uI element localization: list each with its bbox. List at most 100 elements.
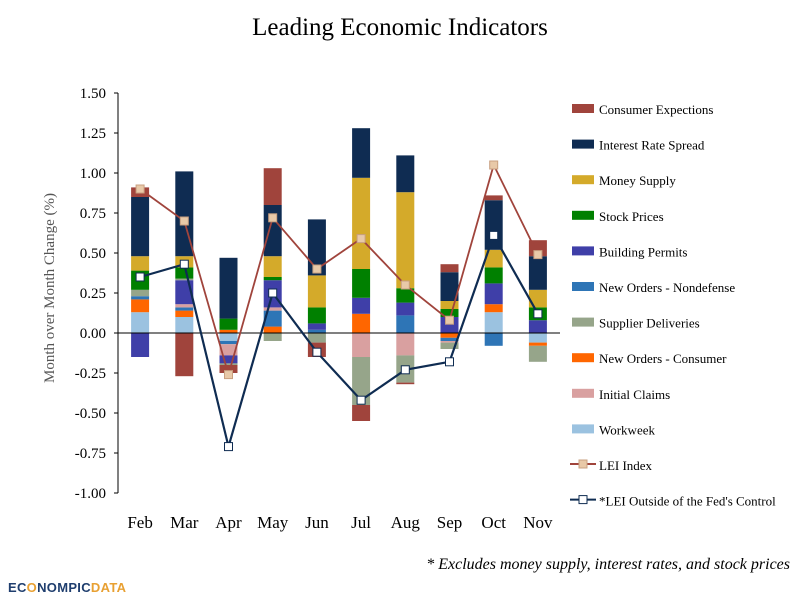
legend-marker: [578, 459, 588, 469]
legend-item: LEI Index: [570, 458, 653, 473]
bar-segment: [440, 333, 459, 338]
bar-segment: [219, 333, 238, 341]
y-tick-label: 0.50: [80, 246, 106, 262]
y-tick-label: -0.75: [75, 446, 106, 462]
bar-segment: [396, 302, 415, 316]
legend-swatch: [572, 210, 594, 220]
legend-swatch: [572, 175, 594, 185]
x-tick-label: Mar: [170, 513, 199, 532]
bar-segment: [307, 329, 326, 333]
x-tick-label: Apr: [215, 513, 242, 532]
legend-label: LEI Index: [599, 458, 653, 473]
bar-segment: [131, 333, 150, 357]
legend-swatch: [572, 104, 594, 113]
bar-segment: [219, 365, 238, 373]
bar-segment: [396, 382, 415, 385]
bar-segment: [219, 363, 238, 365]
line-marker: [356, 395, 366, 405]
line-marker: [533, 309, 543, 319]
bar-segment: [352, 128, 371, 178]
legend-swatch: [572, 139, 594, 149]
economicdata-logo: ECONOMPICDATA: [8, 580, 127, 595]
bar-segment: [352, 313, 371, 333]
y-tick-label: 0.25: [80, 286, 106, 302]
bar-segment: [263, 310, 282, 327]
line-marker: [489, 160, 499, 170]
bar-segment: [528, 345, 547, 362]
x-tick-label: Feb: [127, 513, 153, 532]
bar-segment: [528, 342, 547, 346]
line-marker: [400, 365, 410, 375]
bar-segment: [396, 333, 415, 356]
bar-segment: [131, 289, 150, 297]
x-tick-label: Jun: [305, 513, 329, 532]
legend-marker: [578, 495, 588, 505]
line-marker: [312, 347, 322, 357]
legend-label: Supplier Deliveries: [599, 316, 700, 331]
bar-segment: [440, 337, 459, 341]
bar-segment: [131, 296, 150, 300]
bar-segment: [352, 177, 371, 269]
chart-title: Leading Economic Indicators: [252, 14, 548, 41]
lei-outside-fed-line: [139, 232, 539, 451]
bar-segment: [307, 323, 326, 330]
line-marker: [224, 370, 233, 380]
line-marker: [312, 264, 322, 274]
bar-segment: [175, 317, 194, 333]
y-axis-label: Month over Month Change (%): [42, 193, 58, 383]
bar-segment: [440, 301, 459, 309]
bar-segment: [219, 318, 238, 330]
bar-segment: [484, 312, 503, 333]
legend-label: New Orders - Consumer: [599, 351, 727, 366]
bar-segment: [131, 299, 150, 313]
bar-segment: [396, 155, 415, 193]
bar-segment: [131, 312, 150, 333]
legend-label: Initial Claims: [599, 387, 670, 402]
bar-segment: [263, 256, 282, 277]
line-marker: [489, 230, 499, 240]
bar-segment: [263, 326, 282, 333]
footnote: * Excludes money supply, interest rates,…: [426, 556, 790, 573]
y-tick-label: 0.75: [80, 206, 106, 222]
x-tick-label: Sep: [437, 513, 463, 532]
x-tick-label: Oct: [481, 513, 506, 532]
bar-segment: [440, 341, 459, 343]
legend-swatch: [572, 424, 594, 434]
bar-segment: [528, 333, 547, 343]
legend-item: *LEI Outside of the Fed's Control: [570, 494, 776, 509]
bar-segment: [528, 320, 547, 333]
bar-segment: [396, 192, 415, 289]
bar-segment: [307, 275, 326, 308]
bar-segment: [440, 342, 459, 349]
bar-segment: [440, 272, 459, 301]
bar-segment: [484, 267, 503, 284]
bar-segment: [484, 304, 503, 313]
y-tick-label: -1.00: [75, 486, 106, 502]
legend-item: Building Permits: [572, 244, 687, 259]
bar-segment: [175, 333, 194, 377]
bar-segment: [528, 256, 547, 290]
bar-segment: [131, 197, 150, 257]
bar-segment: [440, 264, 459, 273]
line-marker: [179, 259, 189, 269]
line-marker: [268, 288, 278, 298]
bar-segment: [352, 269, 371, 298]
legend-item: Money Supply: [572, 173, 676, 188]
legend-item: Workweek: [572, 422, 655, 437]
y-tick-label: 1.25: [80, 126, 106, 142]
legend-label: *LEI Outside of the Fed's Control: [599, 494, 776, 509]
bar-segment: [263, 333, 282, 341]
legend-item: Stock Prices: [572, 209, 664, 224]
lei-index-line: [139, 162, 539, 378]
bar-segment: [219, 257, 238, 319]
line-marker: [533, 250, 543, 260]
legend: Consumer Expections Interest Rate Spread M…: [570, 102, 776, 509]
bar-segment: [352, 405, 371, 421]
bar-segment: [263, 277, 282, 281]
bar-segment: [396, 288, 415, 303]
line-marker: [135, 272, 145, 282]
legend-item: New Orders - Nondefense: [572, 280, 735, 295]
bar-segment: [175, 304, 194, 308]
bar-segment: [352, 333, 371, 357]
